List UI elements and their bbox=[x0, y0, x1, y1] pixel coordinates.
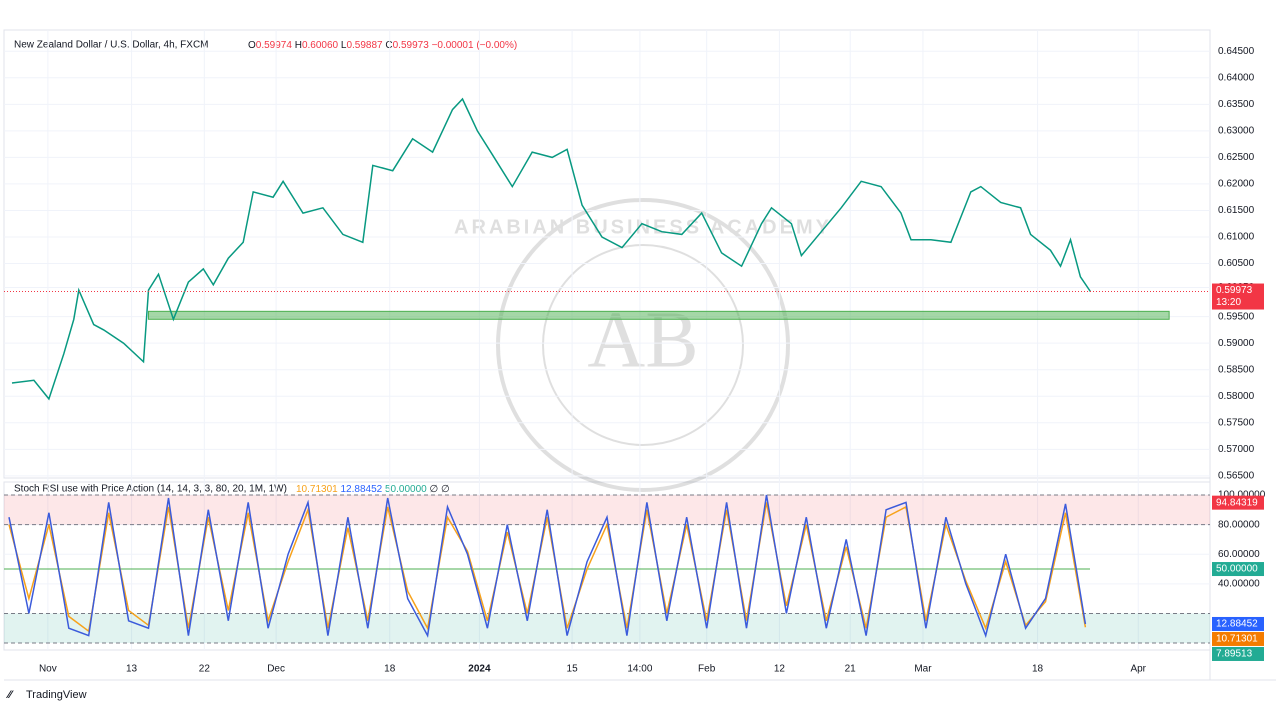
value-badge-label: 7.89513 bbox=[1216, 649, 1253, 660]
y-tick-label: 0.64500 bbox=[1218, 46, 1255, 57]
x-tick-label: Dec bbox=[267, 664, 285, 675]
watermark-initials: AB bbox=[587, 296, 698, 384]
indicator-value: ∅ bbox=[441, 484, 450, 495]
ohlc-key: C bbox=[385, 40, 392, 51]
last-price-label: 0.59973 bbox=[1216, 285, 1253, 296]
y-tick-label: 40.00000 bbox=[1218, 578, 1260, 589]
ohlc-key: O bbox=[248, 40, 256, 51]
y-tick-label: 100.00000 bbox=[1218, 490, 1266, 501]
value-badge bbox=[1212, 562, 1264, 577]
indicator-value: 12.88452 bbox=[341, 484, 383, 495]
y-tick-label: 80.00000 bbox=[1218, 519, 1260, 530]
y-tick-label: 0.59000 bbox=[1218, 338, 1255, 349]
x-tick-label: Nov bbox=[39, 664, 57, 675]
y-tick-label: 0.60500 bbox=[1218, 258, 1255, 269]
x-tick-label: Mar bbox=[914, 664, 932, 675]
ohlc-value: 0.59887 bbox=[346, 40, 383, 51]
x-tick-label: 15 bbox=[567, 664, 579, 675]
footer-brand: TradingView bbox=[26, 689, 87, 701]
watermark-name: ARABIAN BUSINESS ACADEMY bbox=[454, 216, 832, 238]
watermark-ring bbox=[542, 244, 744, 446]
x-tick-label: 2024 bbox=[468, 664, 491, 675]
value-badge-label: 10.71301 bbox=[1216, 634, 1258, 645]
y-tick-label: 0.58500 bbox=[1218, 364, 1255, 375]
x-tick-label: 18 bbox=[384, 664, 396, 675]
y-tick-label: 0.58000 bbox=[1218, 391, 1255, 402]
ohlc-value: 0.60060 bbox=[302, 40, 339, 51]
indicator-value: 50.00000 bbox=[385, 484, 427, 495]
x-tick-label: 18 bbox=[1032, 664, 1044, 675]
ohlc-value: 0.59973 bbox=[393, 40, 430, 51]
y-tick-label: 0.62000 bbox=[1218, 179, 1255, 190]
indicator-value: ∅ bbox=[430, 484, 439, 495]
value-badge-label: 12.88452 bbox=[1216, 619, 1258, 630]
value-badge bbox=[1212, 495, 1264, 510]
x-tick-label: 14:00 bbox=[627, 664, 652, 675]
y-tick-label: 0.57500 bbox=[1218, 417, 1255, 428]
ohlc-legend: O0.59974 H0.60060 L0.59887 C0.59973 −0.0… bbox=[248, 40, 517, 51]
y-tick-label: 60.00000 bbox=[1218, 549, 1260, 560]
x-tick-label: 22 bbox=[199, 664, 211, 675]
value-badge bbox=[1212, 646, 1264, 661]
y-tick-label: 0.61500 bbox=[1218, 205, 1255, 216]
series-line bbox=[11, 97, 1092, 401]
y-tick-label: 0.63500 bbox=[1218, 99, 1255, 110]
change: −0.00001 (−0.00%) bbox=[432, 40, 518, 51]
y-tick-label: 0.59500 bbox=[1218, 311, 1255, 322]
last-price-badge bbox=[1212, 283, 1264, 310]
x-tick-label: 12 bbox=[774, 664, 786, 675]
y-tick-label: 0.56500 bbox=[1218, 471, 1255, 482]
symbol-title: New Zealand Dollar / U.S. Dollar, 4h, FX… bbox=[14, 40, 209, 51]
x-tick-label: Feb bbox=[698, 664, 716, 675]
value-badge bbox=[1212, 616, 1264, 631]
indicator-values: 10.71301 12.88452 50.00000 ∅ ∅ bbox=[296, 484, 450, 495]
countdown-label: 13:20 bbox=[1216, 297, 1241, 308]
y-tick-label: 0.62500 bbox=[1218, 152, 1255, 163]
ohlc-key: L bbox=[341, 40, 347, 51]
ohlc-value: 0.59974 bbox=[256, 40, 293, 51]
value-badge-label: 50.00000 bbox=[1216, 564, 1258, 575]
y-tick-label: 0.63000 bbox=[1218, 125, 1255, 136]
y-tick-label: 0.61000 bbox=[1218, 232, 1255, 243]
indicator-legend: 10.71301 12.88452 50.00000 ∅ ∅ bbox=[296, 484, 450, 495]
y-tick-label: 0.64000 bbox=[1218, 72, 1255, 83]
indicator-value: 10.71301 bbox=[296, 484, 338, 495]
footer-logo: ⁄⁄ bbox=[5, 689, 14, 701]
x-tick-label: 13 bbox=[126, 664, 138, 675]
support-zone bbox=[148, 310, 1170, 320]
indicator-title: Stoch RSI use with Price Action (14, 14,… bbox=[14, 484, 287, 495]
x-tick-label: Apr bbox=[1130, 664, 1146, 675]
band bbox=[4, 613, 1210, 644]
ohlc-key: H bbox=[295, 40, 302, 51]
series-line bbox=[8, 494, 1087, 639]
value-badge-label: 94.84319 bbox=[1216, 497, 1258, 508]
value-badge bbox=[1212, 631, 1264, 646]
y-tick-label: 0.57000 bbox=[1218, 444, 1255, 455]
x-tick-label: 21 bbox=[845, 664, 857, 675]
watermark-ring bbox=[496, 198, 790, 492]
